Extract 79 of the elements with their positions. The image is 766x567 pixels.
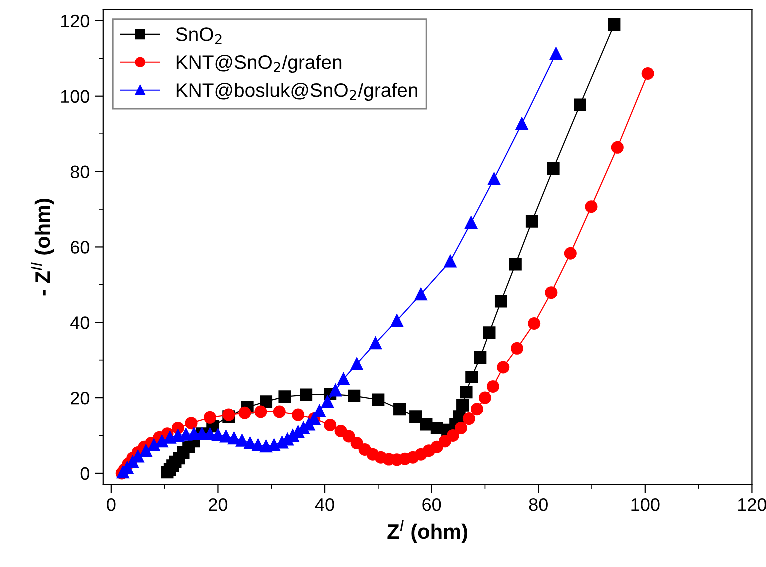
point [466, 371, 478, 384]
point [483, 326, 496, 340]
point [574, 98, 587, 112]
point [185, 417, 198, 430]
point [212, 428, 224, 442]
point [460, 386, 473, 399]
point [462, 412, 476, 426]
x-tick-label: 40 [315, 498, 334, 512]
point [220, 430, 232, 443]
point [273, 406, 286, 418]
y-axis-title: - Z$^{II}$ (ohm) [31, 199, 54, 296]
x-tick-label: 60 [422, 498, 442, 512]
point [545, 286, 558, 300]
point [337, 372, 350, 386]
point [148, 438, 160, 452]
point [414, 288, 428, 301]
point [254, 406, 268, 418]
legend-label: KNT@bosluk@SnO$_{2}$/grafen [176, 82, 418, 102]
point [278, 390, 292, 404]
point [488, 172, 501, 186]
point [329, 384, 342, 397]
y-tick-label: 80 [70, 166, 90, 179]
point [494, 295, 508, 308]
x-tick-label: 0 [107, 498, 116, 512]
y-tick-label: 0 [80, 467, 90, 480]
point [236, 434, 248, 447]
y-tick-label: 40 [70, 316, 90, 330]
point [509, 258, 522, 271]
point [156, 435, 168, 448]
point [642, 67, 654, 80]
point [321, 396, 334, 408]
point [608, 18, 621, 31]
point [228, 432, 240, 445]
point [140, 444, 152, 458]
point [324, 418, 337, 432]
point [292, 408, 305, 422]
point [528, 318, 541, 330]
point [348, 390, 361, 402]
point [470, 403, 484, 416]
point [478, 392, 492, 404]
y-tick-label: 60 [71, 241, 90, 254]
point [300, 388, 313, 402]
legend-label: SnO$_{2}$ [176, 28, 222, 44]
x-tick-label: 100 [632, 498, 660, 512]
point [486, 380, 500, 393]
point [204, 411, 216, 424]
point [350, 437, 364, 450]
point [410, 410, 422, 424]
point [611, 141, 624, 154]
x-tick-label: 80 [529, 498, 548, 512]
y-tick-label: 120 [61, 14, 90, 28]
point [497, 361, 510, 374]
y-tick-label: 100 [61, 90, 90, 104]
legend-label: KNT@SnO$_{2}$/grafen [176, 54, 342, 74]
point [550, 48, 562, 60]
point [454, 422, 468, 434]
point [420, 418, 433, 431]
y-tick-label: 20 [71, 392, 90, 405]
point [390, 314, 404, 327]
point [465, 216, 478, 229]
point [372, 394, 385, 406]
point [456, 399, 470, 412]
point [564, 247, 577, 260]
point [516, 118, 528, 130]
point [238, 406, 252, 420]
point [526, 215, 538, 228]
point [260, 396, 273, 408]
point [444, 255, 457, 268]
point [474, 351, 487, 364]
point [342, 430, 356, 443]
point [446, 430, 460, 442]
point [547, 162, 560, 176]
x-tick-label: 20 [209, 498, 228, 512]
point [369, 337, 382, 350]
point [350, 358, 364, 370]
point [394, 403, 406, 416]
point [511, 342, 524, 355]
point [585, 200, 598, 214]
x-axis-title: Z$^{I}$ (ohm) [388, 520, 468, 544]
